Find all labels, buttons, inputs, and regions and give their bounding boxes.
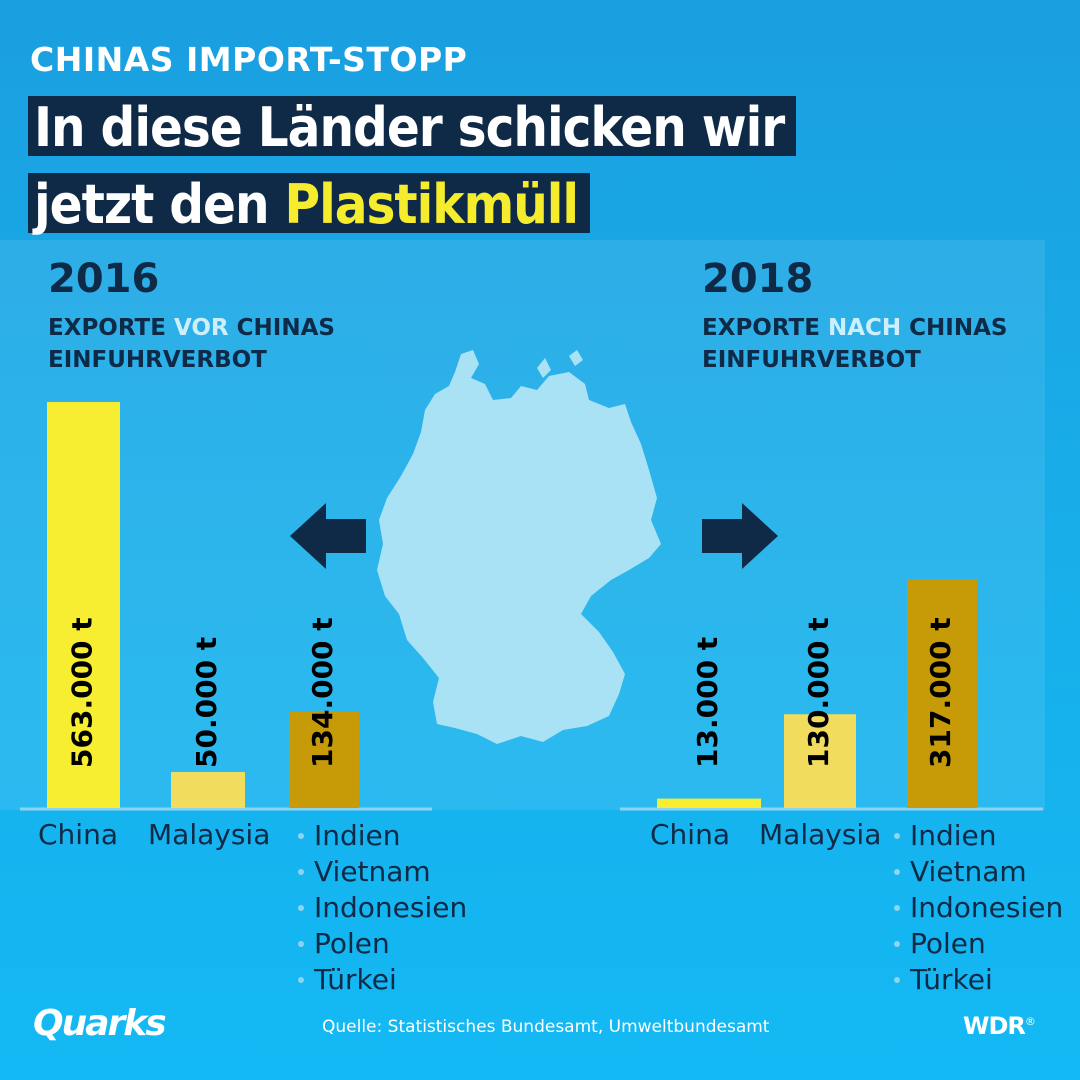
category-list-others-2018: Indien Vietnam Indonesien Polen Türkei <box>892 818 1063 998</box>
wdr-logo-text: WDR <box>963 1012 1026 1040</box>
category-list-others-2016: Indien Vietnam Indonesien Polen Türkei <box>296 818 467 998</box>
wdr-logo: WDR® <box>963 1012 1036 1040</box>
subtitle-right-pre: EXPORTE <box>702 315 828 341</box>
bar-2016-0 <box>47 402 120 808</box>
subtitle-left-accent: VOR <box>173 315 229 341</box>
list-item: Türkei <box>296 962 467 998</box>
title-line-2-plain: jetzt den <box>34 173 270 236</box>
subtitle-right-post: CHINAS <box>901 315 1008 341</box>
germany-map-icon <box>377 350 661 744</box>
bar-2018-1 <box>784 714 856 808</box>
wdr-logo-mark: ® <box>1024 1015 1036 1028</box>
subtitle-left-line2: EINFUHRVERBOT <box>48 347 267 373</box>
value-label-2018-1: 130.000 t <box>802 617 835 768</box>
title-line-2: jetzt den Plastikmüll <box>28 173 591 236</box>
subtitle-right-line2: EINFUHRVERBOT <box>702 347 921 373</box>
subtitle-right: EXPORTE NACH CHINAS EINFUHRVERBOT <box>702 312 1062 376</box>
value-label-2016-1: 50.000 t <box>190 637 223 768</box>
subtitle-left: EXPORTE VOR CHINAS EINFUHRVERBOT <box>48 312 408 376</box>
list-item: Indien <box>296 818 467 854</box>
list-item: Vietnam <box>296 854 467 890</box>
bar-2018-2 <box>907 579 977 808</box>
subtitle-left-pre: EXPORTE <box>48 315 174 341</box>
quarks-logo: Quarks <box>33 1003 167 1044</box>
subtitle-left-post: CHINAS <box>228 315 335 341</box>
list-item: Türkei <box>892 962 1063 998</box>
list-item: Polen <box>296 926 467 962</box>
bar-2016-1 <box>171 771 245 808</box>
value-label-2016-0: 563.000 t <box>66 617 99 768</box>
arrow-left-icon <box>290 503 366 569</box>
list-item: Vietnam <box>892 854 1063 890</box>
list-item: Polen <box>892 926 1063 962</box>
subtitle-right-accent: NACH <box>827 315 902 341</box>
bar-2016-2 <box>289 711 359 808</box>
source-note: Quelle: Statistisches Bundesamt, Umweltb… <box>322 1017 770 1037</box>
year-2018: 2018 <box>702 256 814 302</box>
category-label-china-2016: China <box>38 818 118 851</box>
arrow-right-icon <box>702 503 778 569</box>
bar-2018-0 <box>657 798 761 808</box>
category-label-malaysia-2016: Malaysia <box>148 818 271 851</box>
year-2016: 2016 <box>48 256 160 302</box>
title-highlight: Plastikmüll <box>284 173 579 236</box>
list-item: Indonesien <box>892 890 1063 926</box>
category-label-malaysia-2018: Malaysia <box>759 818 882 851</box>
category-label-china-2018: China <box>650 818 730 851</box>
list-item: Indien <box>892 818 1063 854</box>
kicker: CHINAS IMPORT-STOPP <box>30 40 468 79</box>
value-label-2018-0: 13.000 t <box>691 637 724 768</box>
title-line-1: In diese Länder schicken wir <box>28 96 797 159</box>
list-item: Indonesien <box>296 890 467 926</box>
value-label-2018-2: 317.000 t <box>924 617 957 768</box>
value-label-2016-2: 134.000 t <box>306 617 339 768</box>
